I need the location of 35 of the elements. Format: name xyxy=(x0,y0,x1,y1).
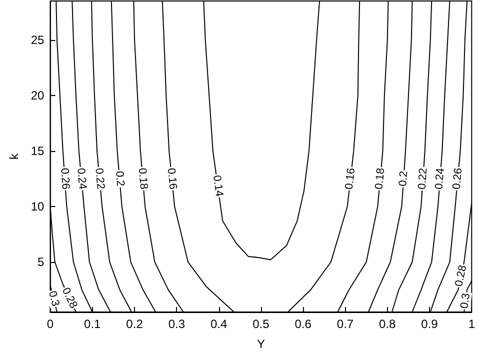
y-tick-label: 15 xyxy=(30,144,45,158)
x-tick-label: 0.4 xyxy=(210,317,228,331)
text: 0.16 xyxy=(343,167,358,190)
text: 0.28 xyxy=(453,264,470,288)
text: 0.24 xyxy=(74,168,88,190)
text: 0.24 xyxy=(433,168,447,190)
text: 0.2 xyxy=(397,170,410,187)
x-tick-label: 0.2 xyxy=(126,317,144,331)
x-axis-title: Y xyxy=(256,337,265,351)
text: 0.28 xyxy=(59,286,80,310)
y-tick-label: 20 xyxy=(30,88,45,102)
x-tick-label: 0 xyxy=(46,317,54,331)
text: 0.22 xyxy=(92,168,107,190)
x-tick-label: 0.6 xyxy=(294,317,312,331)
y-tick-label: 25 xyxy=(30,32,45,47)
text: 0.22 xyxy=(416,168,430,190)
text: 0.2 xyxy=(112,170,126,187)
text: 0.26 xyxy=(58,168,72,190)
x-tick-label: 0.1 xyxy=(84,317,102,331)
text: 0.3 xyxy=(46,290,62,308)
text: 0.16 xyxy=(164,167,179,190)
text: 0.18 xyxy=(136,168,150,190)
x-tick-label: 0.5 xyxy=(252,317,270,331)
x-tick-label: 0.7 xyxy=(336,317,354,331)
x-tick-label: 0.9 xyxy=(421,317,438,331)
text: 0.3 xyxy=(458,292,473,310)
text: 0.14 xyxy=(210,174,226,198)
x-tick-label: 0.8 xyxy=(379,317,396,331)
text: 0.18 xyxy=(373,168,388,190)
x-tick-label: 1 xyxy=(468,317,476,331)
y-tick-label: 5 xyxy=(38,255,45,270)
text: 0.26 xyxy=(450,168,465,190)
y-axis-title: k xyxy=(7,152,21,160)
x-tick-label: 0.3 xyxy=(168,317,186,331)
y-tick-label: 10 xyxy=(30,199,45,214)
